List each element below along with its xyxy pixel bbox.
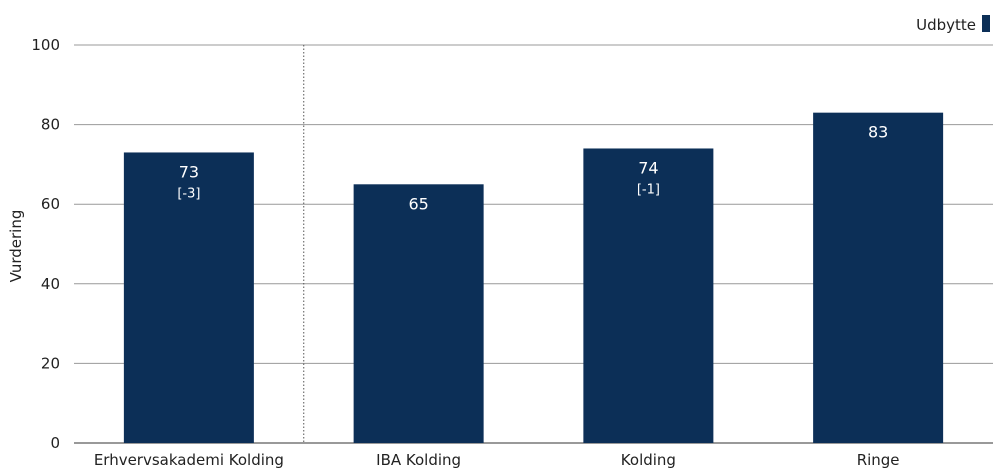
- bar-value-label: 65: [408, 194, 428, 213]
- legend-label: Udbytte: [916, 16, 976, 34]
- x-axis-ticks: Erhvervsakademi Kolding IBA Kolding Koldin…: [94, 451, 900, 468]
- legend: Udbytte: [916, 15, 990, 34]
- bar-change-label: [-3]: [177, 186, 200, 201]
- y-axis-label: Vurdering: [7, 210, 25, 283]
- y-tick-label: 80: [41, 116, 60, 134]
- y-tick-label: 0: [50, 434, 60, 452]
- legend-swatch: [982, 15, 990, 32]
- bar: [123, 152, 254, 443]
- x-tick-label: Ringe: [857, 451, 900, 468]
- y-tick-label: 40: [41, 275, 60, 293]
- bar-layer: [123, 112, 944, 444]
- bar: [353, 184, 484, 444]
- bar-value-label: 73: [179, 162, 199, 181]
- bar: [583, 148, 714, 444]
- bar-value-labels: 73 [-3] 65 74 [-1] 83: [177, 123, 888, 214]
- x-tick-label: IBA Kolding: [376, 451, 461, 468]
- x-tick-label: Erhvervsakademi Kolding: [94, 451, 284, 468]
- bar: [813, 112, 944, 443]
- y-tick-label: 100: [31, 36, 60, 54]
- y-tick-label: 20: [41, 354, 60, 372]
- x-tick-label: Kolding: [621, 451, 676, 468]
- y-axis-ticks: 0 20 40 60 80 100: [31, 36, 60, 452]
- y-tick-label: 60: [41, 195, 60, 213]
- bar-change-label: [-1]: [637, 182, 660, 197]
- bar-value-label: 74: [638, 158, 658, 177]
- bar-value-label: 83: [868, 123, 888, 142]
